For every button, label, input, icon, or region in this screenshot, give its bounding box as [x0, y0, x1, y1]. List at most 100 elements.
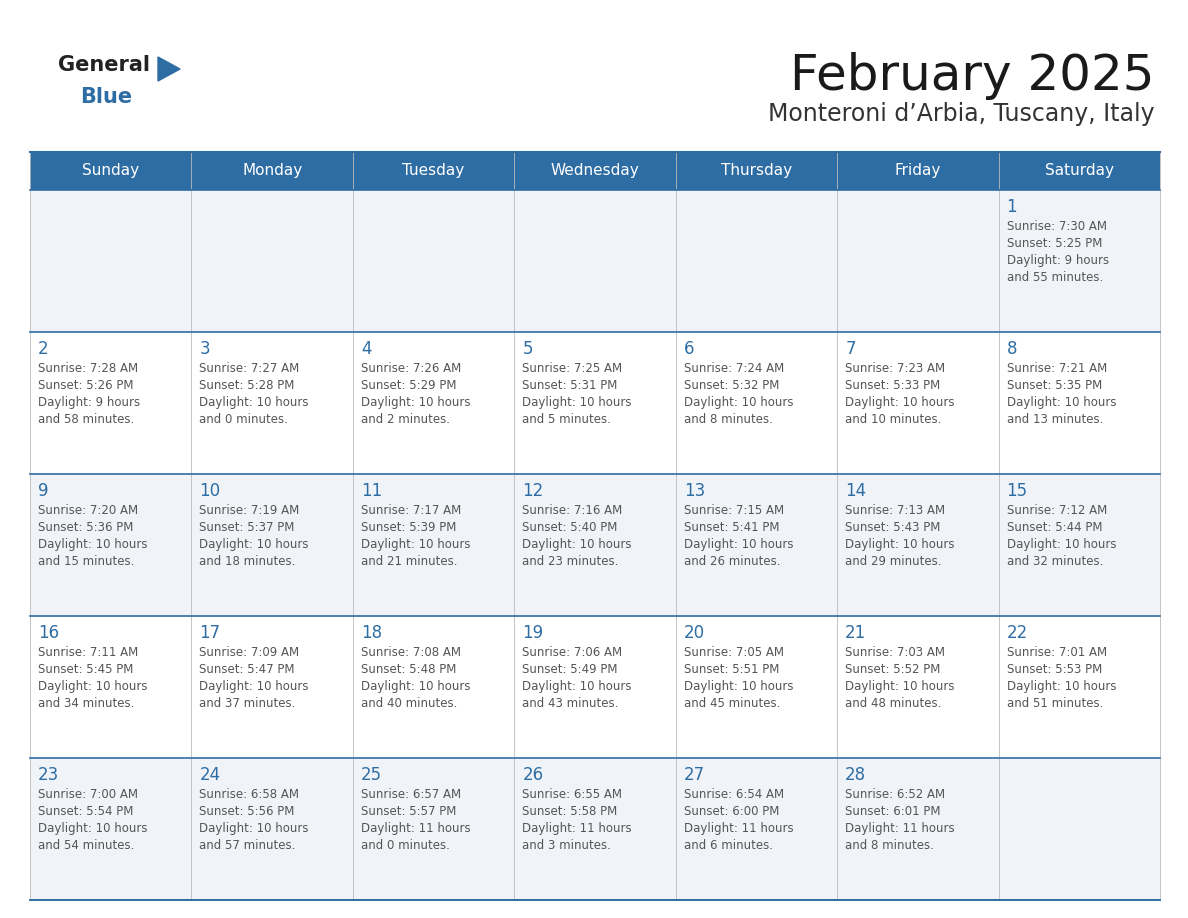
- Text: Sunrise: 7:08 AM: Sunrise: 7:08 AM: [361, 646, 461, 659]
- Bar: [353, 190, 514, 332]
- Text: Sunset: 5:26 PM: Sunset: 5:26 PM: [38, 379, 133, 392]
- Bar: [191, 758, 353, 900]
- Text: and 26 minutes.: and 26 minutes.: [684, 555, 781, 568]
- Text: Daylight: 10 hours: Daylight: 10 hours: [845, 538, 955, 551]
- Text: 6: 6: [684, 340, 694, 358]
- Text: and 57 minutes.: and 57 minutes.: [200, 839, 296, 852]
- Text: Daylight: 10 hours: Daylight: 10 hours: [523, 680, 632, 693]
- Text: Sunrise: 7:24 AM: Sunrise: 7:24 AM: [684, 362, 784, 375]
- Text: Sunrise: 7:00 AM: Sunrise: 7:00 AM: [38, 788, 138, 801]
- Text: Sunset: 6:00 PM: Sunset: 6:00 PM: [684, 805, 779, 818]
- Text: Daylight: 10 hours: Daylight: 10 hours: [38, 538, 147, 551]
- Text: 7: 7: [845, 340, 855, 358]
- Text: Daylight: 10 hours: Daylight: 10 hours: [38, 680, 147, 693]
- Text: and 10 minutes.: and 10 minutes.: [845, 413, 942, 426]
- Bar: [191, 474, 353, 616]
- Bar: [999, 332, 1159, 474]
- Text: Daylight: 10 hours: Daylight: 10 hours: [684, 396, 794, 409]
- Text: 19: 19: [523, 624, 543, 642]
- Bar: [353, 332, 514, 474]
- Text: 20: 20: [684, 624, 704, 642]
- Text: Sunrise: 6:54 AM: Sunrise: 6:54 AM: [684, 788, 784, 801]
- Text: Sunrise: 7:27 AM: Sunrise: 7:27 AM: [200, 362, 299, 375]
- Text: and 51 minutes.: and 51 minutes.: [1006, 697, 1102, 710]
- Text: 22: 22: [1006, 624, 1028, 642]
- Text: 17: 17: [200, 624, 221, 642]
- Text: Friday: Friday: [895, 163, 941, 178]
- Bar: [191, 616, 353, 758]
- Text: Sunrise: 7:03 AM: Sunrise: 7:03 AM: [845, 646, 946, 659]
- Bar: [838, 616, 999, 758]
- Text: 8: 8: [1006, 340, 1017, 358]
- Text: and 2 minutes.: and 2 minutes.: [361, 413, 450, 426]
- Bar: [191, 332, 353, 474]
- Bar: [676, 474, 838, 616]
- Text: Sunrise: 7:15 AM: Sunrise: 7:15 AM: [684, 504, 784, 517]
- Bar: [514, 190, 676, 332]
- Text: 13: 13: [684, 482, 704, 500]
- Text: Sunrise: 7:25 AM: Sunrise: 7:25 AM: [523, 362, 623, 375]
- Text: Monteroni d’Arbia, Tuscany, Italy: Monteroni d’Arbia, Tuscany, Italy: [769, 102, 1155, 126]
- Text: Daylight: 10 hours: Daylight: 10 hours: [845, 680, 955, 693]
- Text: and 58 minutes.: and 58 minutes.: [38, 413, 134, 426]
- Text: and 43 minutes.: and 43 minutes.: [523, 697, 619, 710]
- Text: 11: 11: [361, 482, 383, 500]
- Text: and 13 minutes.: and 13 minutes.: [1006, 413, 1102, 426]
- Text: Sunset: 5:48 PM: Sunset: 5:48 PM: [361, 663, 456, 676]
- Text: Sunrise: 7:09 AM: Sunrise: 7:09 AM: [200, 646, 299, 659]
- Text: and 18 minutes.: and 18 minutes.: [200, 555, 296, 568]
- Text: Daylight: 10 hours: Daylight: 10 hours: [361, 680, 470, 693]
- Text: Daylight: 10 hours: Daylight: 10 hours: [1006, 538, 1116, 551]
- Text: Sunset: 5:36 PM: Sunset: 5:36 PM: [38, 521, 133, 534]
- Text: and 48 minutes.: and 48 minutes.: [845, 697, 942, 710]
- Bar: [676, 190, 838, 332]
- Text: Sunrise: 6:52 AM: Sunrise: 6:52 AM: [845, 788, 946, 801]
- Text: Sunrise: 7:17 AM: Sunrise: 7:17 AM: [361, 504, 461, 517]
- Text: 14: 14: [845, 482, 866, 500]
- Bar: [353, 474, 514, 616]
- Text: Sunset: 5:45 PM: Sunset: 5:45 PM: [38, 663, 133, 676]
- Text: Wednesday: Wednesday: [550, 163, 639, 178]
- Bar: [191, 190, 353, 332]
- Text: 27: 27: [684, 766, 704, 784]
- Bar: [30, 190, 191, 332]
- Text: 10: 10: [200, 482, 221, 500]
- Text: and 54 minutes.: and 54 minutes.: [38, 839, 134, 852]
- Text: and 34 minutes.: and 34 minutes.: [38, 697, 134, 710]
- Text: Sunset: 5:41 PM: Sunset: 5:41 PM: [684, 521, 779, 534]
- Text: Sunrise: 7:30 AM: Sunrise: 7:30 AM: [1006, 220, 1106, 233]
- Text: Daylight: 10 hours: Daylight: 10 hours: [200, 822, 309, 835]
- Text: 3: 3: [200, 340, 210, 358]
- Text: Sunset: 5:52 PM: Sunset: 5:52 PM: [845, 663, 941, 676]
- Text: Daylight: 10 hours: Daylight: 10 hours: [200, 680, 309, 693]
- Text: Sunset: 5:49 PM: Sunset: 5:49 PM: [523, 663, 618, 676]
- Text: Sunset: 6:01 PM: Sunset: 6:01 PM: [845, 805, 941, 818]
- Bar: [838, 758, 999, 900]
- Text: and 37 minutes.: and 37 minutes.: [200, 697, 296, 710]
- Text: Daylight: 9 hours: Daylight: 9 hours: [38, 396, 140, 409]
- Text: Sunset: 5:39 PM: Sunset: 5:39 PM: [361, 521, 456, 534]
- Text: and 55 minutes.: and 55 minutes.: [1006, 271, 1102, 284]
- Text: Sunset: 5:44 PM: Sunset: 5:44 PM: [1006, 521, 1102, 534]
- Text: Daylight: 10 hours: Daylight: 10 hours: [200, 396, 309, 409]
- Text: Thursday: Thursday: [721, 163, 792, 178]
- Bar: [353, 758, 514, 900]
- Text: Daylight: 11 hours: Daylight: 11 hours: [361, 822, 470, 835]
- Text: and 8 minutes.: and 8 minutes.: [684, 413, 772, 426]
- Text: Daylight: 11 hours: Daylight: 11 hours: [684, 822, 794, 835]
- Text: Sunset: 5:47 PM: Sunset: 5:47 PM: [200, 663, 295, 676]
- Text: Sunrise: 7:19 AM: Sunrise: 7:19 AM: [200, 504, 299, 517]
- Text: Sunrise: 7:21 AM: Sunrise: 7:21 AM: [1006, 362, 1107, 375]
- Text: and 0 minutes.: and 0 minutes.: [200, 413, 289, 426]
- Bar: [30, 474, 191, 616]
- Text: and 32 minutes.: and 32 minutes.: [1006, 555, 1102, 568]
- Text: Sunset: 5:53 PM: Sunset: 5:53 PM: [1006, 663, 1101, 676]
- Text: Daylight: 9 hours: Daylight: 9 hours: [1006, 254, 1108, 267]
- Text: Daylight: 10 hours: Daylight: 10 hours: [1006, 680, 1116, 693]
- Text: Daylight: 10 hours: Daylight: 10 hours: [684, 538, 794, 551]
- Text: Daylight: 10 hours: Daylight: 10 hours: [361, 396, 470, 409]
- Text: Sunset: 5:58 PM: Sunset: 5:58 PM: [523, 805, 618, 818]
- Text: 21: 21: [845, 624, 866, 642]
- Text: Daylight: 10 hours: Daylight: 10 hours: [361, 538, 470, 551]
- Text: Sunrise: 7:20 AM: Sunrise: 7:20 AM: [38, 504, 138, 517]
